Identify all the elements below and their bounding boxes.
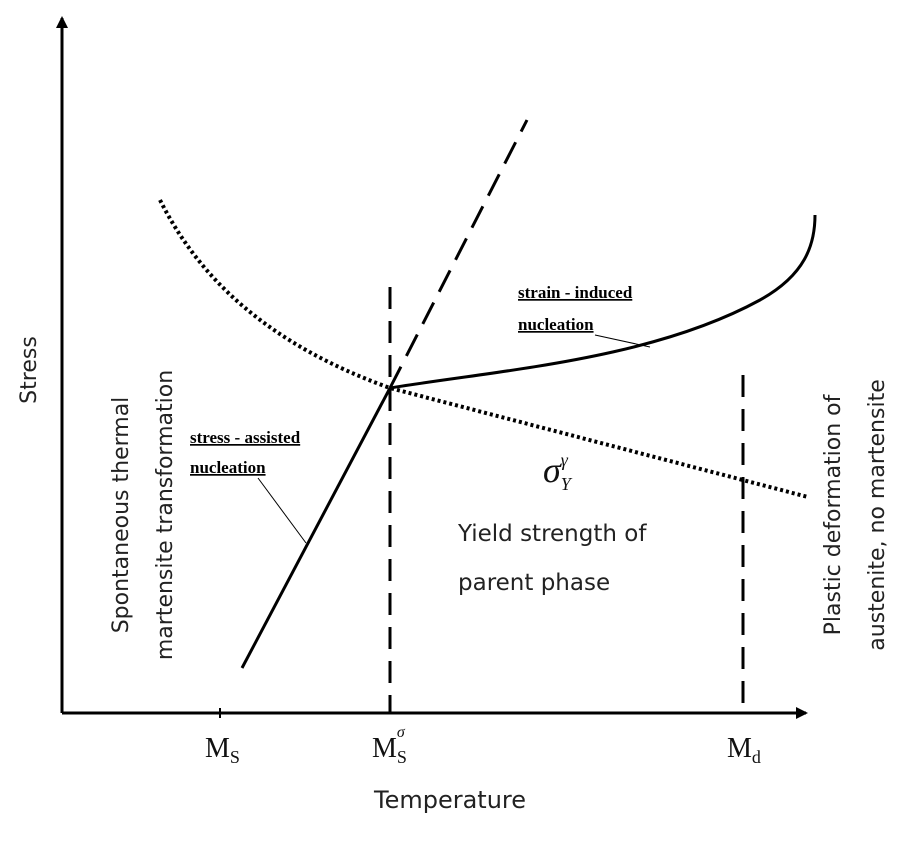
x-tick-label: Md — [727, 733, 761, 767]
yield-text: parent phase — [458, 570, 610, 596]
curve-label: strain - induced — [518, 283, 633, 302]
region-text: martensite transformation — [153, 370, 178, 660]
curve-label: nucleation — [518, 315, 594, 334]
curve-label: stress - assisted — [190, 428, 301, 447]
curve-label: nucleation — [190, 458, 266, 477]
strain-induced-curve — [389, 214, 817, 390]
x-tick-label: MSσ — [372, 724, 407, 767]
leader — [257, 477, 307, 544]
leader — [594, 334, 651, 348]
x-label: Temperature — [373, 786, 526, 814]
x-tick-label: MS — [205, 733, 240, 767]
stress-assisted-line — [240, 387, 392, 669]
region-text: austenite, no martensite — [865, 379, 890, 650]
region-text: Plastic deformation of — [821, 393, 846, 635]
yield-symbol: σYγ — [543, 450, 573, 494]
region-text: Spontaneous thermal — [109, 397, 134, 634]
yield-curve — [158, 199, 809, 499]
extension-dashed — [388, 119, 529, 389]
yield-text: Yield strength of — [457, 521, 647, 547]
y-label: Stress — [17, 336, 42, 404]
